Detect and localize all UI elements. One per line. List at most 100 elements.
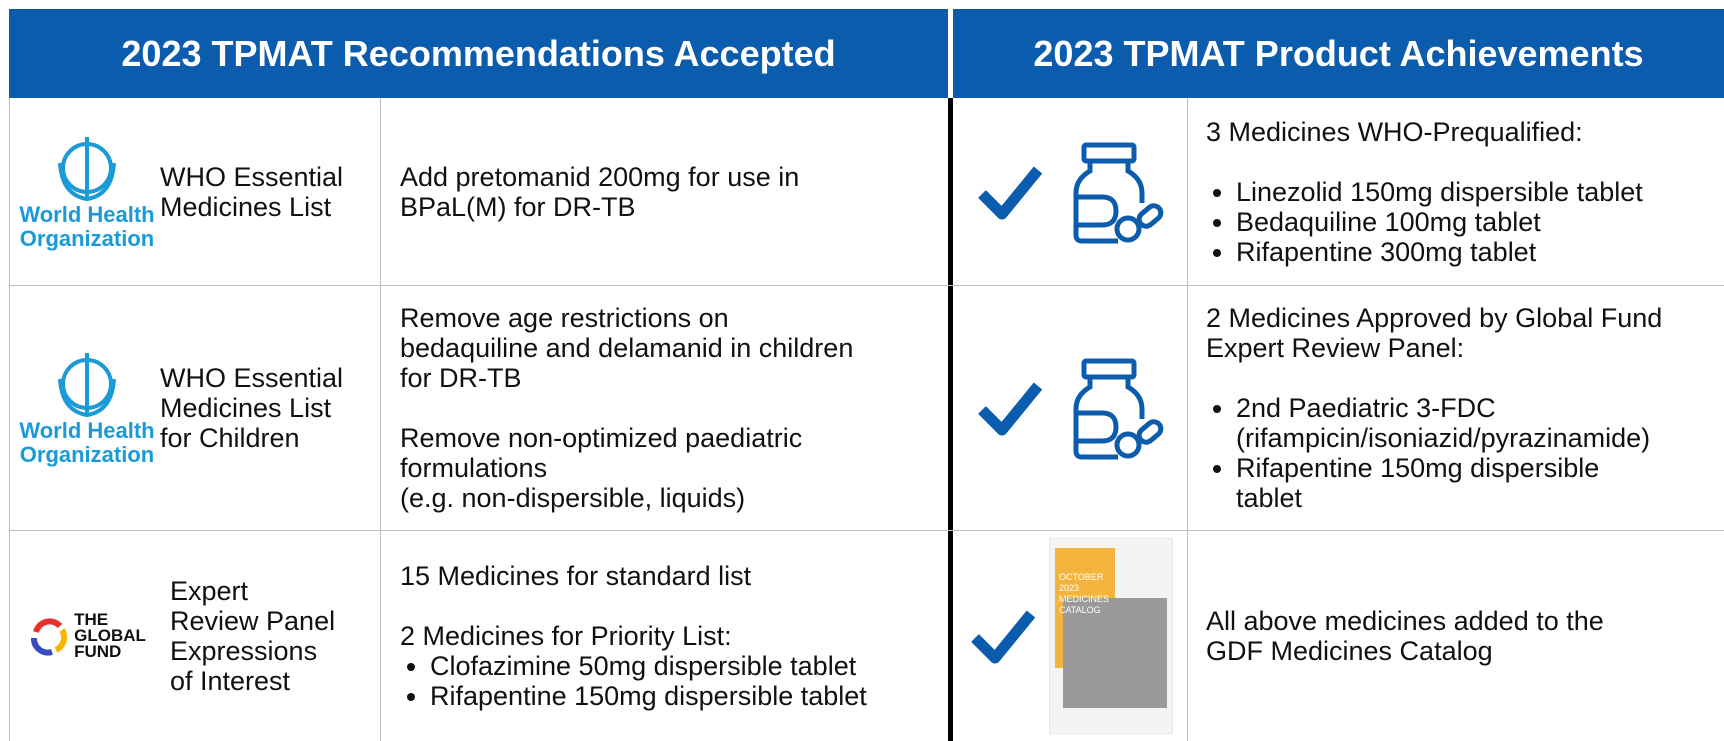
bullet-list: Linezolid 150mg dispersible tabletBedaqu… xyxy=(1206,177,1724,267)
cell: Add pretomanid 200mg for use in BPaL(M) f… xyxy=(400,98,945,285)
gf-logo: THE GLOBAL FUND xyxy=(28,611,146,661)
bullet: Rifapentine 150mg dispersible tablet xyxy=(430,681,945,711)
source-name-line: Expert xyxy=(170,575,249,606)
text-line: 3 Medicines WHO-Prequalified: xyxy=(1206,116,1583,147)
bullet-list: 2nd Paediatric 3-FDC(rifampicin/isoniazi… xyxy=(1206,393,1724,513)
cap xyxy=(1081,142,1137,163)
body xyxy=(1073,160,1118,243)
cover-text: OCTOBER xyxy=(1059,572,1104,582)
cell: Expert Review Panel Expressions of Interest xyxy=(170,530,385,741)
bullet: Linezolid 150mg dispersible tablet xyxy=(1236,177,1724,207)
border xyxy=(9,285,1724,286)
text-line: GDF Medicines Catalog xyxy=(1206,635,1493,666)
logo-line: Organization xyxy=(19,225,155,251)
logo-line: World Health xyxy=(19,417,155,443)
source-name-line: Expressions xyxy=(170,635,318,666)
cell: OCTOBER 2023 MEDICINES CATALOG xyxy=(960,530,1182,741)
source-name-line: WHO Essential xyxy=(160,161,344,192)
bullet: 2nd Paediatric 3-FDC(rifampicin/isoniazi… xyxy=(1236,393,1724,453)
paragraph: All above medicines added to the GDF Medi… xyxy=(1206,606,1724,666)
body xyxy=(1073,376,1118,459)
cell: 3 Medicines WHO-Prequalified: Linezolid 1… xyxy=(1206,98,1724,285)
arc-yellow xyxy=(54,627,68,653)
logo-line: Organization xyxy=(19,441,155,467)
right-header: 2023 TPMAT Product Achievements xyxy=(953,9,1724,98)
bullet: Bedaquiline 100mg tablet xyxy=(1236,207,1724,237)
label xyxy=(1076,410,1119,443)
cell: WHO Essential Medicines List xyxy=(160,98,375,285)
divider xyxy=(948,98,953,741)
body2 xyxy=(1125,160,1145,203)
who-emblem xyxy=(58,352,116,417)
text-line: Bedaquiline 100mg tablet xyxy=(1236,206,1541,237)
paragraph: 2 Medicines Approved by Global Fund Exper… xyxy=(1206,303,1724,363)
text-line: formulations xyxy=(400,452,548,483)
text-line: Add pretomanid 200mg for use in xyxy=(400,161,800,192)
who-logo-text: World Health Organization xyxy=(19,417,155,467)
logo-line: FUND xyxy=(74,641,122,661)
source-name-line: Medicines List xyxy=(160,392,332,423)
spacer xyxy=(400,393,945,423)
source-name-line: of Interest xyxy=(170,665,291,696)
bullet: Clofazimine 50mg dispersible tablet xyxy=(430,651,945,681)
cell: Remove age restrictions on bedaquiline an… xyxy=(400,285,945,530)
arc-blue xyxy=(31,637,53,656)
cap xyxy=(1081,358,1137,379)
cell: World Health Organization xyxy=(14,285,160,530)
source-name-line: Review Panel xyxy=(170,605,336,636)
text-line: Remove non-optimized paediatric xyxy=(400,422,803,453)
border xyxy=(9,530,1724,531)
arc-red xyxy=(33,617,63,633)
capsule xyxy=(1136,202,1164,229)
cover-text: 2023 xyxy=(1059,583,1079,593)
paragraph: 15 Medicines for standard list xyxy=(400,561,945,591)
bottle-icon xyxy=(1073,358,1164,459)
cell xyxy=(960,285,1182,530)
paragraph: Remove non-optimized paediatric formulati… xyxy=(400,423,945,513)
paragraph: 2 Medicines for Priority List: xyxy=(400,621,945,651)
cover-text: CATALOG xyxy=(1059,605,1101,615)
cell: THE GLOBAL FUND xyxy=(14,530,160,741)
text-line: bedaquiline and delamanid in children xyxy=(400,332,854,363)
cell: WHO Essential Medicines List for Children xyxy=(160,285,375,530)
check-icon xyxy=(978,382,1042,435)
cell: 2 Medicines Approved by Global Fund Exper… xyxy=(1206,285,1724,530)
cell xyxy=(960,98,1182,285)
text-line: Remove age restrictions on xyxy=(400,302,729,333)
logo-line: World Health xyxy=(19,201,155,227)
text-line: 2nd Paediatric 3-FDC xyxy=(1236,392,1496,423)
check xyxy=(978,166,1042,219)
text-line: for DR-TB xyxy=(400,362,522,393)
label xyxy=(1076,194,1119,227)
text-line: 2 Medicines for Priority List: xyxy=(400,620,732,651)
text-line: (rifampicin/isoniazid/pyrazinamide) xyxy=(1236,422,1651,453)
logo-line: GLOBAL xyxy=(74,625,146,645)
gf-emblem xyxy=(31,617,68,656)
spacer xyxy=(400,591,945,621)
paragraph: Remove age restrictions on bedaquiline an… xyxy=(400,303,945,393)
spacer xyxy=(1206,363,1724,393)
border xyxy=(380,98,381,741)
text-line: 2 Medicines Approved by Global Fund xyxy=(1206,302,1663,333)
text-line: Rifapentine 150mg dispersible xyxy=(1236,452,1600,483)
cell: World Health Organization xyxy=(14,98,160,285)
text-line: Rifapentine 300mg tablet xyxy=(1236,236,1537,267)
cover-photo xyxy=(1063,597,1167,708)
spacer xyxy=(1206,147,1724,177)
bullet: Rifapentine 300mg tablet xyxy=(1236,237,1724,267)
cover-text: MEDICINES xyxy=(1059,594,1109,604)
border xyxy=(9,98,10,741)
cell: All above medicines added to the GDF Medi… xyxy=(1206,530,1724,741)
text-line: (e.g. non-dispersible, liquids) xyxy=(400,482,746,513)
text-line: Expert Review Panel: xyxy=(1206,332,1465,363)
source-name-line: for Children xyxy=(160,422,300,453)
text-line: BPaL(M) for DR-TB xyxy=(400,191,636,222)
text-line: tablet xyxy=(1236,482,1303,513)
who-emblem xyxy=(58,136,116,201)
cell: 15 Medicines for standard list 2 Medicine… xyxy=(400,530,945,741)
text-line: All above medicines added to the xyxy=(1206,605,1604,636)
check xyxy=(971,610,1035,663)
